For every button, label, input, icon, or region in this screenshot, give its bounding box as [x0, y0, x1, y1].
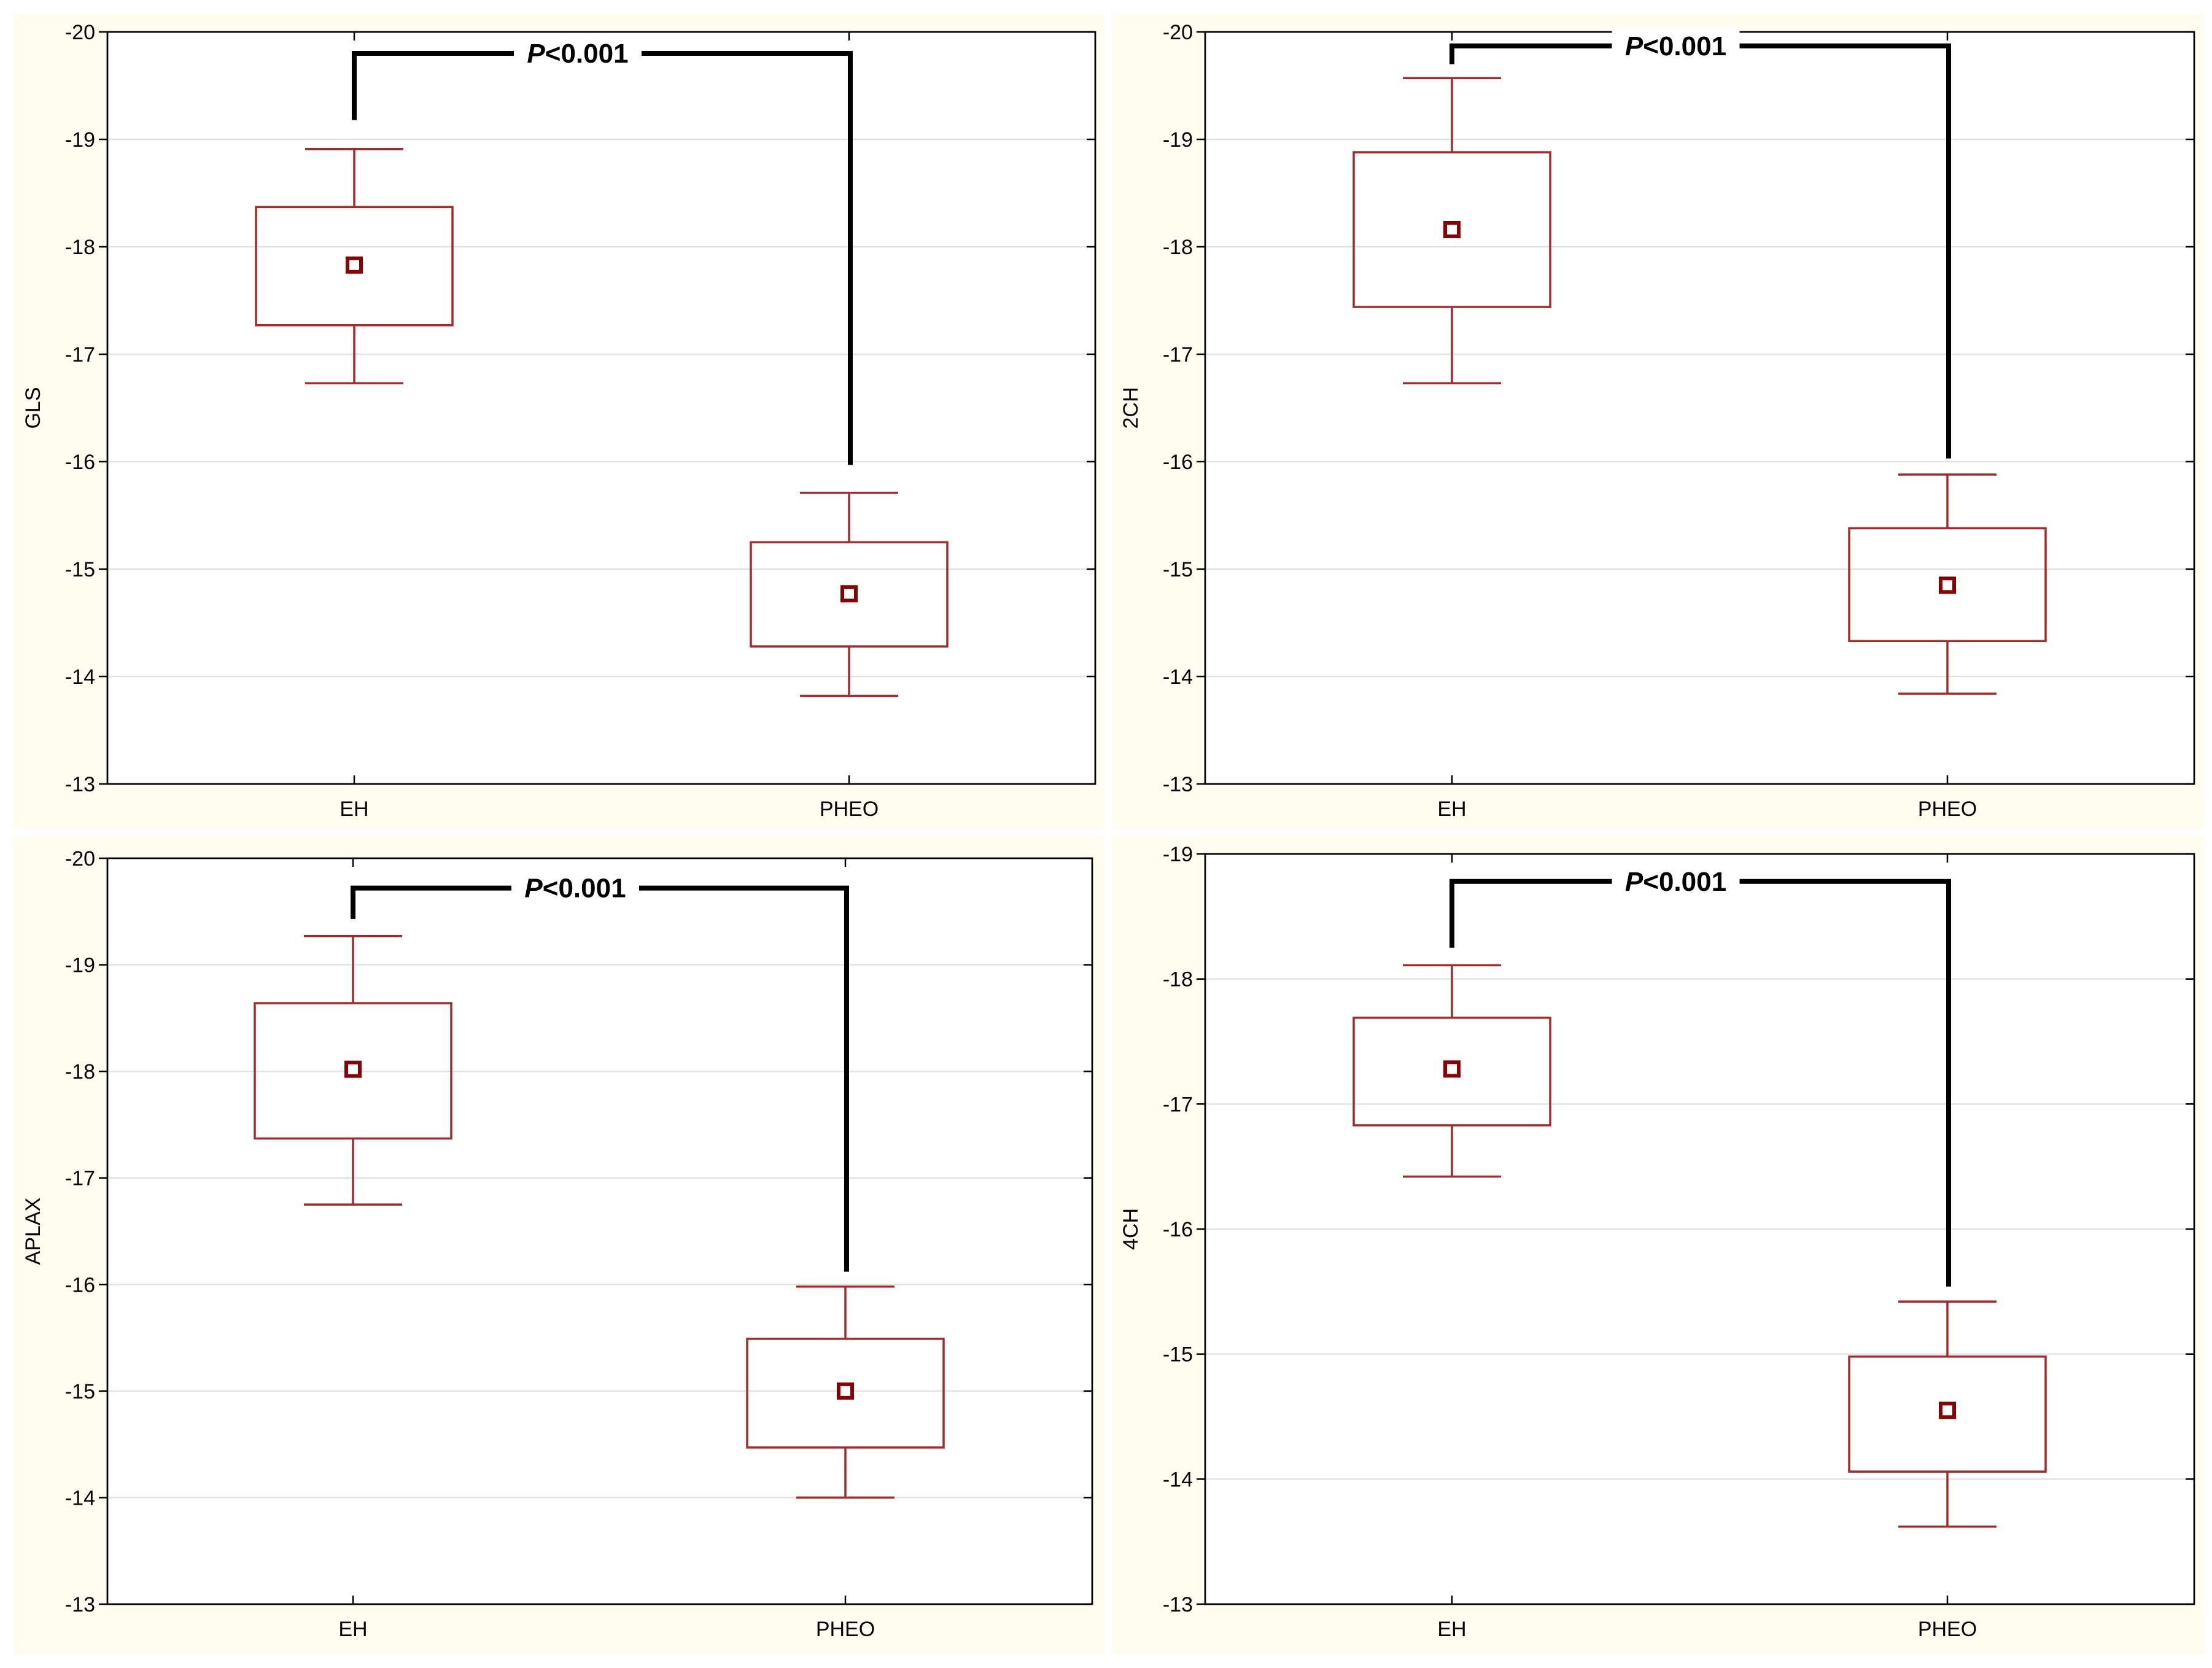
mean-marker [1443, 221, 1461, 238]
significance-label: P<0.001 [1625, 31, 1726, 61]
y-tick-label: -19 [65, 128, 95, 152]
y-tick-label: -19 [65, 954, 95, 977]
y-axis-title: APLAX [21, 1198, 45, 1265]
plot-area [106, 857, 1093, 1605]
plot-frame [1204, 853, 2195, 1605]
x-category-label: EH [1437, 1618, 1466, 1641]
p-value: <0.001 [545, 39, 629, 69]
box [1352, 151, 1551, 308]
significance-label: P<0.001 [524, 874, 626, 904]
x-category-label: EH [1437, 797, 1466, 821]
y-tick-label: -13 [65, 773, 95, 796]
x-category-label: EH [340, 797, 368, 821]
y-tick-label: -16 [1163, 1218, 1193, 1241]
y-tick-label: -15 [65, 558, 95, 581]
significance-label-bg [1612, 27, 1740, 64]
mean-marker [344, 1060, 362, 1078]
y-tick-label: -20 [1163, 21, 1193, 44]
significance-label-bg [514, 35, 642, 72]
y-tick-label: -17 [65, 343, 95, 367]
y-tick-label: -19 [1163, 843, 1193, 866]
y-tick-label: -14 [1163, 1468, 1193, 1491]
y-tick-label: -19 [1163, 128, 1193, 152]
y-tick-label: -15 [65, 1380, 95, 1403]
y-tick-label: -17 [65, 1167, 95, 1190]
plot-frame [106, 857, 1093, 1605]
y-tick-label: -16 [65, 1273, 95, 1297]
y-tick-label: -15 [1163, 1343, 1193, 1367]
p-value: <0.001 [1643, 867, 1726, 897]
mean-marker [346, 256, 363, 274]
chart-panel-2: -20 -19 -18 -17 -16 -15 -14 -13 2CH EH PHEO P<0.001 [1112, 14, 2205, 829]
significance-label: P<0.001 [1625, 867, 1726, 897]
y-tick-label: -14 [65, 1486, 95, 1510]
box [1848, 1355, 2047, 1473]
mean-marker [1939, 1402, 1956, 1419]
x-category-label: PHEO [1918, 797, 1977, 821]
plot-area [106, 31, 1096, 785]
y-axis-title: 2CH [1119, 387, 1143, 429]
p-symbol: P [1625, 31, 1643, 61]
y-tick-label: -13 [1163, 1593, 1193, 1616]
y-tick-label: -20 [65, 847, 95, 871]
y-tick-label: -17 [1163, 343, 1193, 367]
y-tick-label: -15 [1163, 558, 1193, 581]
y-tick-label: -16 [65, 451, 95, 474]
y-tick-label: -18 [1163, 968, 1193, 991]
y-axis-title: 4CH [1119, 1208, 1143, 1250]
p-symbol: P [1625, 867, 1643, 897]
box [1848, 527, 2047, 642]
box [746, 1338, 945, 1449]
p-symbol: P [524, 874, 543, 904]
p-symbol: P [527, 39, 545, 69]
mean-marker [837, 1382, 854, 1400]
y-tick-label: -18 [65, 236, 95, 259]
mean-marker [1939, 576, 1956, 594]
significance-label: P<0.001 [527, 39, 628, 69]
x-category-label: PHEO [820, 797, 879, 821]
box [254, 1002, 452, 1140]
y-tick-label: -14 [65, 665, 95, 689]
chart-panel-3: -20 -19 -18 -17 -16 -15 -14 -13 APLAX EH PHEO P<0.0… [14, 836, 1105, 1654]
box [1352, 1017, 1551, 1127]
plot-area [1204, 31, 2195, 785]
y-axis-title: GLS [21, 387, 45, 429]
x-category-label: EH [338, 1618, 367, 1641]
y-tick-label: -18 [65, 1060, 95, 1084]
x-category-label: PHEO [816, 1618, 875, 1641]
mean-marker [1443, 1060, 1461, 1078]
p-value: <0.001 [543, 874, 626, 904]
y-tick-label: -16 [1163, 451, 1193, 474]
x-category-label: PHEO [1918, 1618, 1977, 1641]
box [750, 541, 949, 648]
chart-panel-1: -20 -19 -18 -17 -16 -15 -14 -13 GLS EH PHEO P<0.001 [14, 14, 1105, 829]
plot-frame [106, 31, 1096, 785]
significance-label-bg [1612, 863, 1740, 900]
y-tick-label: -20 [65, 21, 95, 44]
y-tick-label: -14 [1163, 665, 1193, 689]
y-tick-label: -17 [1163, 1093, 1193, 1116]
box [255, 206, 454, 327]
significance-label-bg [511, 869, 639, 907]
p-value: <0.001 [1643, 31, 1726, 61]
y-tick-label: -13 [65, 1593, 95, 1616]
y-tick-label: -13 [1163, 773, 1193, 796]
chart-panel-4: -19 -18 -17 -16 -15 -14 -13 4CH EH PHEO P<0.001 [1112, 836, 2205, 1654]
y-tick-label: -18 [1163, 236, 1193, 259]
mean-marker [840, 585, 858, 603]
